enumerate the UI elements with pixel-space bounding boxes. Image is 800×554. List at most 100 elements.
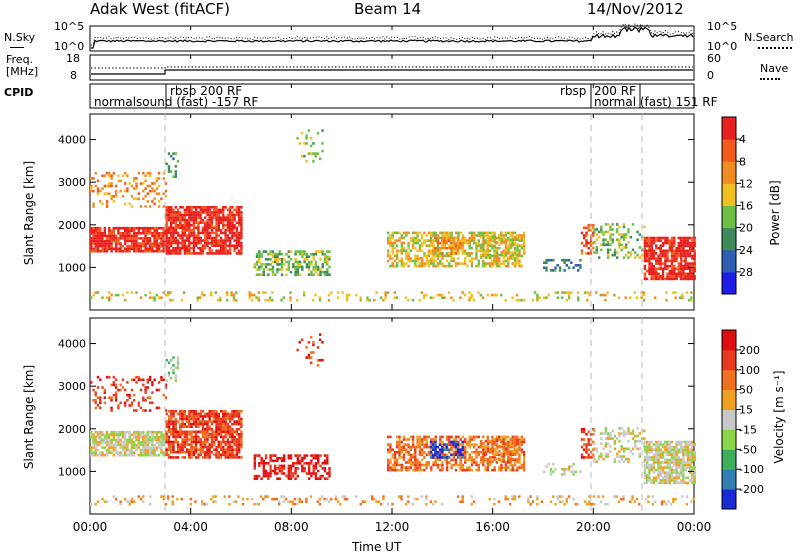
heatmap-cell [231, 453, 234, 457]
heatmap-cell [301, 467, 304, 470]
heatmap-cell [391, 468, 394, 472]
heatmap-cell [655, 448, 658, 451]
heatmap-cell [600, 248, 603, 252]
heatmap-cell [430, 252, 433, 255]
heatmap-cell [172, 175, 175, 178]
heatmap-cell [206, 427, 209, 431]
heatmap-cell [312, 258, 315, 261]
heatmap-cell [436, 264, 440, 268]
heatmap-cell [486, 445, 490, 448]
heatmap-cell [675, 445, 678, 449]
heatmap-cell [133, 433, 136, 437]
heatmap-cell [432, 456, 435, 459]
heatmap-cell [411, 231, 415, 235]
heatmap-cell [240, 231, 243, 235]
heatmap-cell [682, 259, 685, 263]
heatmap-cell [128, 232, 131, 235]
heatmap-cell [502, 438, 505, 441]
heatmap-cell [210, 206, 214, 209]
heatmap-cell [190, 415, 193, 418]
heatmap-cell [233, 239, 236, 242]
heatmap-cell [484, 452, 487, 456]
heatmap-cell [217, 216, 220, 219]
heatmap-cell [675, 468, 678, 472]
heatmap-cell [153, 249, 156, 253]
heatmap-cell [240, 234, 243, 237]
heatmap-cell [631, 429, 635, 433]
heatmap-cell [167, 213, 171, 217]
heatmap-cell [204, 208, 207, 212]
heatmap-cell [233, 448, 236, 451]
heatmap-cell [420, 234, 424, 237]
heatmap-cell [441, 440, 444, 444]
heatmap-cell [454, 231, 458, 235]
heatmap-cell [635, 497, 639, 501]
heatmap-cell [387, 435, 390, 439]
heatmap-cell [231, 244, 234, 247]
heatmap-cell [689, 463, 692, 467]
heatmap-cell [255, 273, 259, 276]
heatmap-cell [655, 269, 658, 273]
heatmap-cell [112, 232, 115, 235]
heatmap-cell [199, 239, 202, 242]
heatmap-cell [317, 459, 320, 463]
heatmap-cell [257, 502, 260, 506]
heatmap-cell [432, 262, 435, 265]
heatmap-cell [201, 244, 205, 247]
heatmap-cell [425, 502, 428, 506]
heatmap-cell [511, 241, 514, 245]
heatmap-cell [137, 229, 140, 233]
heatmap-cell [629, 432, 632, 435]
heatmap-cell [238, 440, 241, 444]
heatmap-cell [94, 249, 97, 253]
heatmap-cell [645, 479, 649, 482]
heatmap-cell [589, 229, 593, 232]
heatmap-cell [319, 477, 322, 480]
heatmap-cell [655, 277, 658, 281]
heatmap-cell [679, 450, 683, 454]
heatmap-cell [655, 453, 658, 457]
heatmap-cell [668, 448, 671, 451]
heatmap-cell [224, 448, 227, 451]
heatmap-cell [664, 450, 667, 454]
heatmap-cell [280, 263, 284, 266]
heatmap-cell [176, 223, 180, 227]
heatmap-cell [677, 246, 680, 250]
heatmap-cell [99, 244, 102, 248]
heatmap-cell [416, 458, 419, 462]
heatmap-cell [509, 241, 512, 244]
heatmap-cell [206, 453, 209, 457]
heatmap-cell [142, 249, 145, 253]
heatmap-cell [645, 269, 649, 273]
heatmap-cell [271, 298, 274, 302]
heatmap-cell [373, 298, 376, 302]
heatmap-cell [416, 438, 419, 441]
heatmap-cell [398, 259, 401, 263]
heatmap-cell [215, 218, 218, 222]
heatmap-cell [411, 456, 415, 459]
heatmap-cell [307, 341, 311, 344]
heatmap-cell [387, 466, 390, 469]
heatmap-cell [188, 443, 191, 446]
heatmap-cell [691, 267, 694, 270]
heatmap-cell [661, 269, 665, 273]
heatmap-cell [213, 239, 216, 242]
heatmap-cell [464, 450, 467, 454]
heatmap-cell [160, 433, 163, 437]
heatmap-cell [176, 435, 180, 439]
heatmap-cell [493, 231, 496, 235]
heatmap-cell [393, 468, 397, 472]
heatmap-cell [296, 502, 299, 506]
heatmap-cell [314, 270, 318, 274]
heatmap-cell [96, 247, 100, 250]
heatmap-cell [622, 434, 626, 438]
heatmap-cell [142, 182, 145, 185]
heatmap-cell [217, 234, 220, 237]
heatmap-cell [454, 453, 458, 457]
heatmap-cell [312, 464, 315, 468]
heatmap-cell [201, 502, 204, 506]
heatmap-cell [664, 236, 667, 240]
heatmap-cell [224, 415, 227, 418]
heatmap-cell [507, 442, 510, 445]
heatmap-cell [622, 497, 625, 501]
